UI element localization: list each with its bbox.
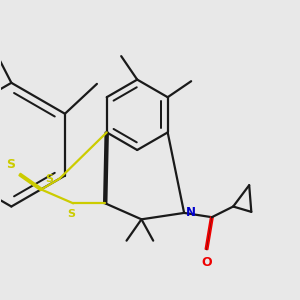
Text: N: N [186, 206, 196, 219]
Text: S: S [7, 158, 16, 171]
Text: S: S [67, 209, 75, 219]
Text: O: O [201, 256, 212, 268]
Text: S: S [45, 174, 53, 184]
